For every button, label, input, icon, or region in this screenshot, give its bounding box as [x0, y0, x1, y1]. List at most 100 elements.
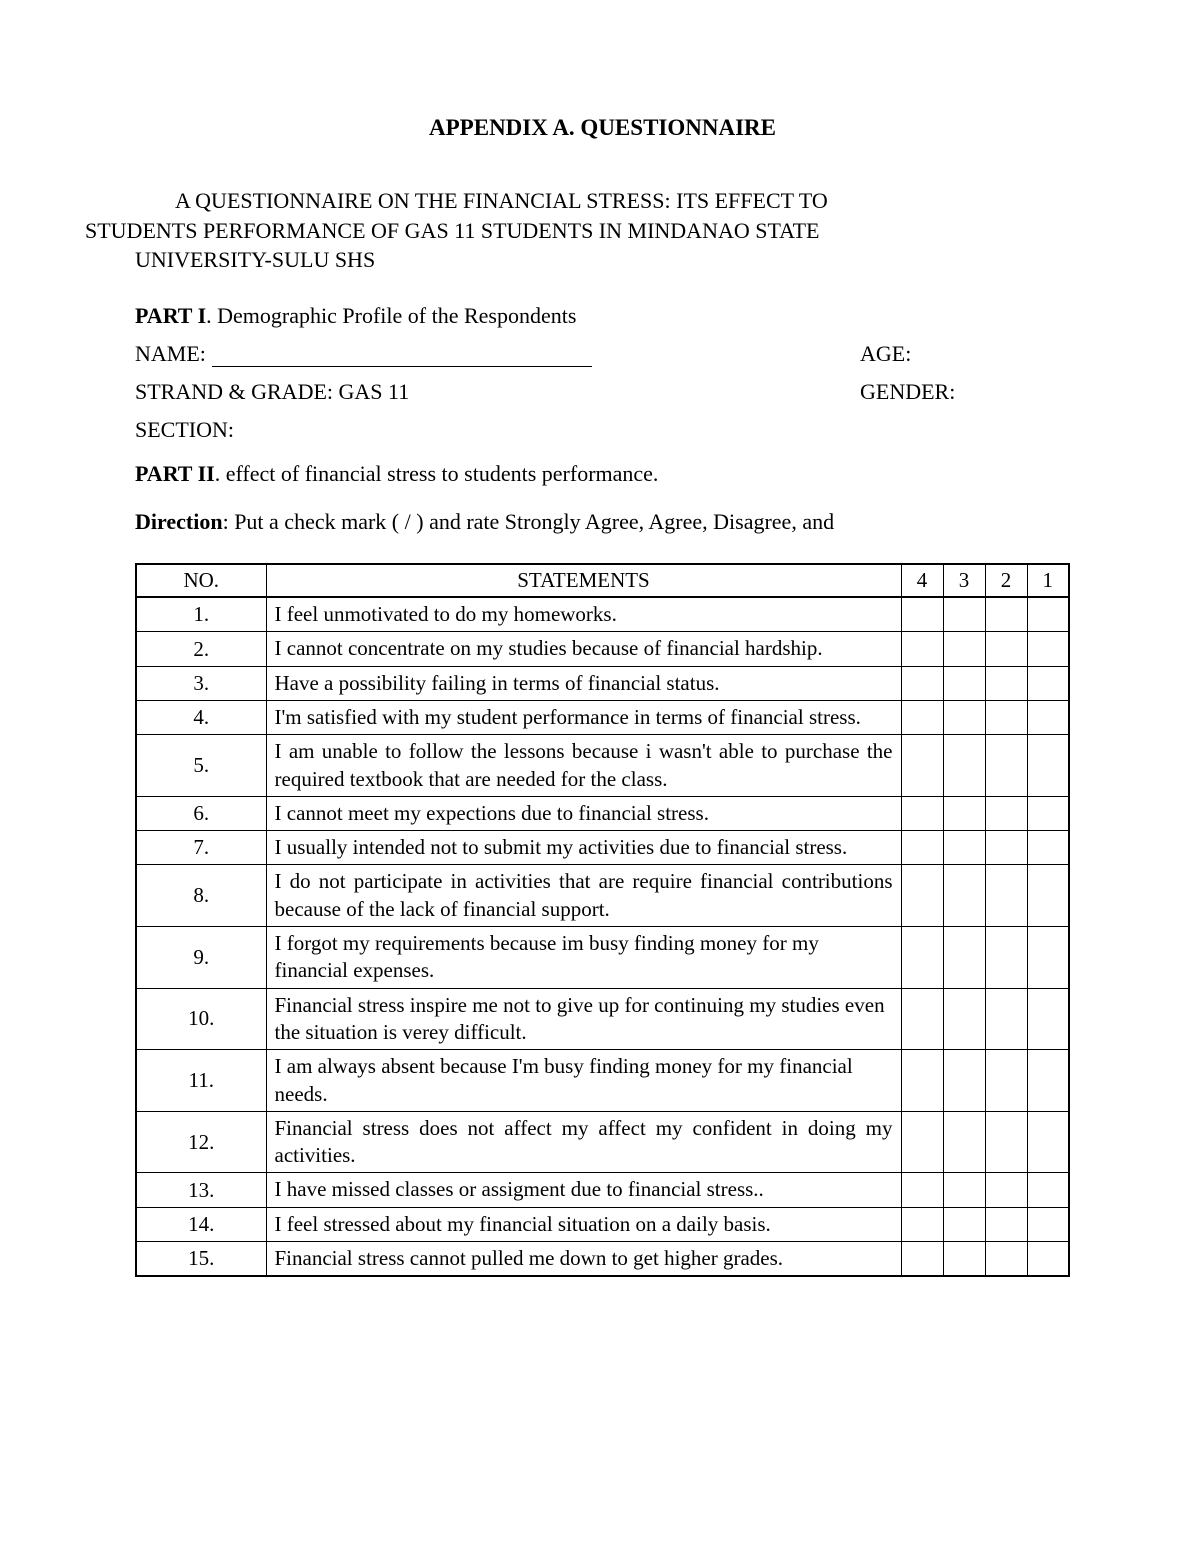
part-1-text: . Demographic Profile of the Respondents	[206, 303, 576, 328]
row-statement: I cannot concentrate on my studies becau…	[266, 632, 901, 666]
table-row: 1.I feel unmotivated to do my homeworks.	[136, 597, 1069, 632]
rating-cell[interactable]	[985, 927, 1027, 989]
rating-cell[interactable]	[901, 796, 943, 830]
rating-cell[interactable]	[985, 597, 1027, 632]
table-row: 12.Financial stress does not affect my a…	[136, 1111, 1069, 1173]
rating-cell[interactable]	[1027, 666, 1069, 700]
row-statement: Financial stress does not affect my affe…	[266, 1111, 901, 1173]
rating-cell[interactable]	[985, 632, 1027, 666]
rating-cell[interactable]	[1027, 1173, 1069, 1207]
rating-cell[interactable]	[901, 735, 943, 797]
row-statement: I'm satisfied with my student performanc…	[266, 700, 901, 734]
col-header-3: 3	[943, 564, 985, 597]
rating-cell[interactable]	[985, 1050, 1027, 1112]
table-row: 6.I cannot meet my expections due to fin…	[136, 796, 1069, 830]
col-header-2: 2	[985, 564, 1027, 597]
table-row: 13.I have missed classes or assigment du…	[136, 1173, 1069, 1207]
rating-cell[interactable]	[901, 597, 943, 632]
rating-cell[interactable]	[985, 700, 1027, 734]
rating-cell[interactable]	[943, 597, 985, 632]
rating-cell[interactable]	[985, 1111, 1027, 1173]
rating-cell[interactable]	[1027, 700, 1069, 734]
rating-cell[interactable]	[985, 666, 1027, 700]
rating-cell[interactable]	[985, 1207, 1027, 1241]
row-number: 13.	[136, 1173, 266, 1207]
rating-cell[interactable]	[943, 735, 985, 797]
rating-cell[interactable]	[901, 1111, 943, 1173]
rating-cell[interactable]	[943, 865, 985, 927]
rating-cell[interactable]	[901, 632, 943, 666]
row-number: 2.	[136, 632, 266, 666]
rating-cell[interactable]	[1027, 988, 1069, 1050]
gender-label: GENDER:	[860, 379, 1070, 405]
name-input-line[interactable]	[212, 345, 592, 367]
rating-cell[interactable]	[985, 735, 1027, 797]
rating-cell[interactable]	[901, 927, 943, 989]
row-statement: I feel stressed about my financial situa…	[266, 1207, 901, 1241]
rating-cell[interactable]	[901, 1173, 943, 1207]
rating-cell[interactable]	[943, 927, 985, 989]
table-row: 4.I'm satisfied with my student performa…	[136, 700, 1069, 734]
rating-cell[interactable]	[901, 1050, 943, 1112]
col-header-statements: STATEMENTS	[266, 564, 901, 597]
subtitle-line-3: UNIVERSITY-SULU SHS	[135, 247, 375, 272]
direction-line: Direction: Put a check mark ( / ) and ra…	[135, 509, 1070, 535]
direction-label: Direction	[135, 509, 223, 534]
name-age-row: NAME: AGE:	[135, 341, 1070, 367]
questionnaire-table: NO. STATEMENTS 4 3 2 1 1.I feel unmotiva…	[135, 563, 1070, 1277]
section-label: SECTION:	[135, 417, 234, 442]
row-number: 5.	[136, 735, 266, 797]
row-statement: Financial stress inspire me not to give …	[266, 988, 901, 1050]
section-row: SECTION:	[135, 417, 1070, 443]
rating-cell[interactable]	[1027, 796, 1069, 830]
rating-cell[interactable]	[901, 1207, 943, 1241]
part-2-text: . effect of financial stress to students…	[215, 461, 659, 486]
rating-cell[interactable]	[943, 831, 985, 865]
name-label: NAME:	[135, 341, 206, 367]
strand-label: STRAND & GRADE: GAS 11	[135, 379, 860, 405]
rating-cell[interactable]	[985, 865, 1027, 927]
table-row: 8.I do not participate in activities tha…	[136, 865, 1069, 927]
rating-cell[interactable]	[943, 1207, 985, 1241]
rating-cell[interactable]	[1027, 1111, 1069, 1173]
row-number: 4.	[136, 700, 266, 734]
rating-cell[interactable]	[1027, 865, 1069, 927]
rating-cell[interactable]	[943, 796, 985, 830]
rating-cell[interactable]	[901, 666, 943, 700]
row-number: 8.	[136, 865, 266, 927]
rating-cell[interactable]	[1027, 1242, 1069, 1277]
rating-cell[interactable]	[901, 700, 943, 734]
rating-cell[interactable]	[901, 988, 943, 1050]
rating-cell[interactable]	[943, 1173, 985, 1207]
table-row: 2.I cannot concentrate on my studies bec…	[136, 632, 1069, 666]
rating-cell[interactable]	[901, 1242, 943, 1277]
rating-cell[interactable]	[1027, 1207, 1069, 1241]
rating-cell[interactable]	[985, 796, 1027, 830]
rating-cell[interactable]	[943, 1242, 985, 1277]
row-number: 11.	[136, 1050, 266, 1112]
rating-cell[interactable]	[985, 988, 1027, 1050]
rating-cell[interactable]	[985, 1173, 1027, 1207]
rating-cell[interactable]	[943, 666, 985, 700]
rating-cell[interactable]	[985, 1242, 1027, 1277]
row-statement: I have missed classes or assigment due t…	[266, 1173, 901, 1207]
rating-cell[interactable]	[943, 700, 985, 734]
rating-cell[interactable]	[1027, 632, 1069, 666]
row-number: 12.	[136, 1111, 266, 1173]
rating-cell[interactable]	[985, 831, 1027, 865]
table-row: 11.I am always absent because I'm busy f…	[136, 1050, 1069, 1112]
rating-cell[interactable]	[1027, 831, 1069, 865]
rating-cell[interactable]	[1027, 735, 1069, 797]
part-1-heading: PART I. Demographic Profile of the Respo…	[135, 303, 1070, 329]
rating-cell[interactable]	[943, 1111, 985, 1173]
rating-cell[interactable]	[1027, 1050, 1069, 1112]
rating-cell[interactable]	[943, 1050, 985, 1112]
rating-cell[interactable]	[901, 865, 943, 927]
rating-cell[interactable]	[943, 988, 985, 1050]
rating-cell[interactable]	[943, 632, 985, 666]
rating-cell[interactable]	[1027, 927, 1069, 989]
row-statement: I do not participate in activities that …	[266, 865, 901, 927]
rating-cell[interactable]	[1027, 597, 1069, 632]
row-statement: I forgot my requirements because im busy…	[266, 927, 901, 989]
rating-cell[interactable]	[901, 831, 943, 865]
